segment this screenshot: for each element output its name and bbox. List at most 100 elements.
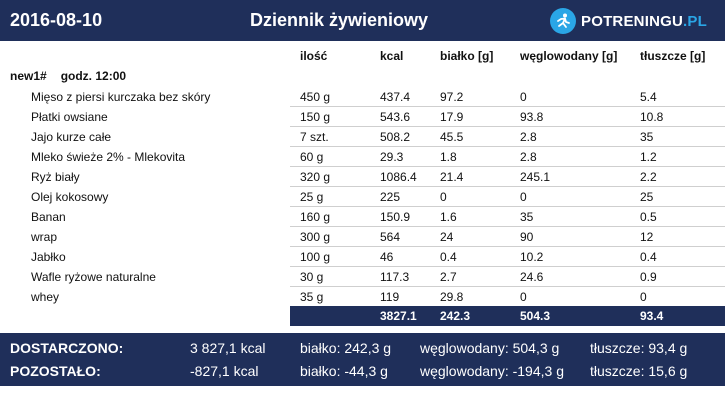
food-name: Jajo kurze całe	[31, 130, 112, 144]
column-header-qty: ilość	[300, 49, 328, 63]
food-name: Mięso z piersi kurczaka bez skóry	[31, 90, 211, 104]
row-divider	[290, 106, 725, 107]
total-fat: 93.4	[640, 309, 664, 323]
food-qty: 450 g	[300, 90, 331, 104]
table-row: whey 35 g 119 29.8 0 0	[0, 287, 725, 307]
delivered-fat: tłuszcze: 93,4 g	[590, 340, 688, 356]
report-date: 2016-08-10	[10, 10, 103, 30]
food-qty: 160 g	[300, 210, 331, 224]
row-divider	[290, 146, 725, 147]
food-protein: 1.8	[440, 150, 457, 164]
food-fat: 0	[640, 290, 647, 304]
table-row: Banan 160 g 150.9 1.6 35 0.5	[0, 207, 725, 227]
food-protein: 24	[440, 230, 454, 244]
remaining-kcal: -827,1 kcal	[190, 363, 259, 379]
row-divider	[290, 226, 725, 227]
table-row: wrap 300 g 564 24 90 12	[0, 227, 725, 247]
table-row: Jajo kurze całe 7 szt. 508.2 45.5 2.8 35	[0, 127, 725, 147]
row-divider	[290, 126, 725, 127]
food-carbs: 0	[520, 190, 527, 204]
food-kcal: 150.9	[380, 210, 411, 224]
food-carbs: 10.2	[520, 250, 544, 264]
food-protein: 2.7	[440, 270, 457, 284]
food-kcal: 437.4	[380, 90, 411, 104]
total-carbs: 504.3	[520, 309, 551, 323]
food-carbs: 93.8	[520, 110, 544, 124]
delivered-row: DOSTARCZONO: 3 827,1 kcal białko: 242,3 …	[0, 337, 725, 359]
food-protein: 0	[440, 190, 447, 204]
report-header: 2016-08-10 Dziennik żywieniowy POTRENING…	[0, 0, 725, 41]
food-fat: 2.2	[640, 170, 657, 184]
table-row: Olej kokosowy 25 g 225 0 0 25	[0, 187, 725, 207]
food-qty: 300 g	[300, 230, 331, 244]
brand-name: POTRENINGU.PL	[581, 12, 707, 30]
food-fat: 35	[640, 130, 654, 144]
food-name: Banan	[31, 210, 66, 224]
food-qty: 100 g	[300, 250, 331, 264]
food-protein: 21.4	[440, 170, 464, 184]
food-name: whey	[31, 290, 60, 304]
meal-time: godz. 12:00	[60, 69, 127, 83]
food-fat: 0.4	[640, 250, 657, 264]
food-carbs: 0	[520, 90, 527, 104]
food-fat: 25	[640, 190, 654, 204]
food-carbs: 245.1	[520, 170, 551, 184]
row-divider	[290, 186, 725, 187]
table-row: Wafle ryżowe naturalne 30 g 117.3 2.7 24…	[0, 267, 725, 287]
food-name: Płatki owsiane	[31, 110, 108, 124]
column-header-kcal: kcal	[380, 49, 404, 63]
food-protein: 29.8	[440, 290, 464, 304]
food-fat: 5.4	[640, 90, 657, 104]
table-row: Mięso z piersi kurczaka bez skóry 450 g …	[0, 87, 725, 107]
page-title: Dziennik żywieniowy	[250, 10, 429, 30]
food-table: Mięso z piersi kurczaka bez skóry 450 g …	[0, 87, 725, 307]
food-kcal: 1086.4	[380, 170, 417, 184]
food-kcal: 225	[380, 190, 401, 204]
food-carbs: 90	[520, 230, 534, 244]
delivered-kcal: 3 827,1 kcal	[190, 340, 266, 356]
row-divider	[290, 286, 725, 287]
food-qty: 30 g	[300, 270, 324, 284]
brand-logo[interactable]: POTRENINGU.PL	[550, 7, 707, 35]
food-carbs: 0	[520, 290, 527, 304]
food-name: Mleko świeże 2% - Mlekovita	[31, 150, 186, 164]
column-header-carbs: węglowodany [g]	[520, 49, 618, 63]
food-protein: 97.2	[440, 90, 464, 104]
food-protein: 0.4	[440, 250, 457, 264]
food-protein: 1.6	[440, 210, 457, 224]
food-name: Jabłko	[31, 250, 66, 264]
food-qty: 320 g	[300, 170, 331, 184]
table-row: Jabłko 100 g 46 0.4 10.2 0.4	[0, 247, 725, 267]
food-carbs: 35	[520, 210, 534, 224]
remaining-row: POZOSTAŁO: -827,1 kcal białko: -44,3 g w…	[0, 360, 725, 382]
meal-name: new1#	[10, 69, 47, 83]
food-qty: 25 g	[300, 190, 324, 204]
food-qty: 60 g	[300, 150, 324, 164]
table-row: Ryż biały 320 g 1086.4 21.4 245.1 2.2	[0, 167, 725, 187]
row-divider	[290, 206, 725, 207]
total-kcal: 3827.1	[380, 309, 417, 323]
column-header-protein: białko [g]	[440, 49, 494, 63]
delivered-protein: białko: 242,3 g	[300, 340, 392, 356]
food-fat: 0.5	[640, 210, 657, 224]
runner-icon	[550, 8, 576, 34]
remaining-carbs: węglowodany: -194,3 g	[420, 363, 564, 379]
remaining-protein: białko: -44,3 g	[300, 363, 388, 379]
food-name: Wafle ryżowe naturalne	[31, 270, 156, 284]
food-kcal: 564	[380, 230, 401, 244]
food-kcal: 119	[380, 290, 400, 304]
food-protein: 45.5	[440, 130, 464, 144]
food-kcal: 117.3	[380, 270, 410, 284]
remaining-label: POZOSTAŁO:	[10, 363, 101, 379]
totals-row: 3827.1 242.3 504.3 93.4	[290, 306, 725, 326]
meal-heading: new1# godz. 12:00	[10, 69, 126, 83]
food-carbs: 2.8	[520, 130, 537, 144]
summary-panel: DOSTARCZONO: 3 827,1 kcal białko: 242,3 …	[0, 333, 725, 386]
food-kcal: 508.2	[380, 130, 411, 144]
delivered-label: DOSTARCZONO:	[10, 340, 124, 356]
food-qty: 150 g	[300, 110, 331, 124]
table-row: Mleko świeże 2% - Mlekovita 60 g 29.3 1.…	[0, 147, 725, 167]
food-carbs: 24.6	[520, 270, 544, 284]
row-divider	[290, 266, 725, 267]
food-qty: 35 g	[300, 290, 324, 304]
